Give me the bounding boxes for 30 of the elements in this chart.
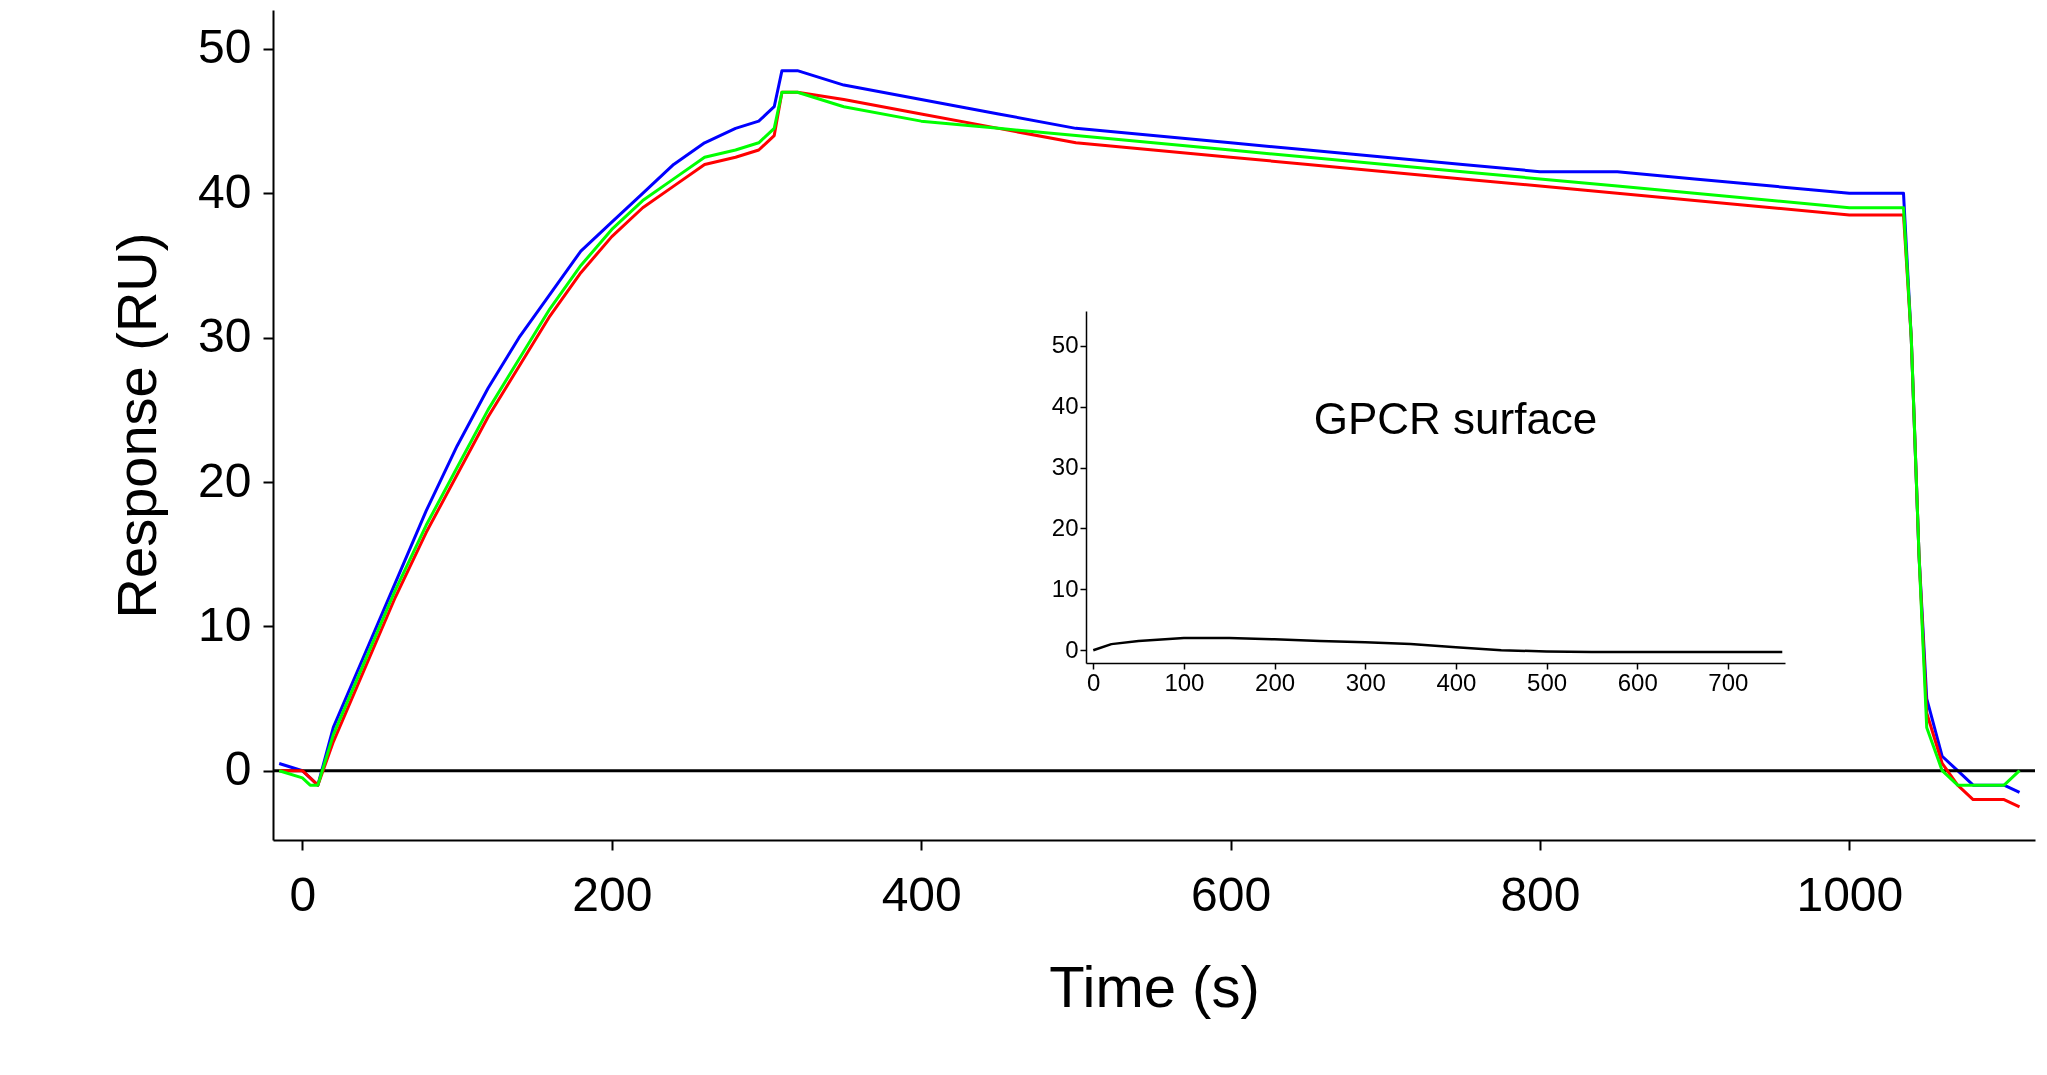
x-tick-label: 200 bbox=[1255, 668, 1296, 696]
annotation: GPCR surface bbox=[1313, 394, 1598, 443]
x-tick-label: 800 bbox=[1500, 867, 1581, 921]
x-tick-label: 100 bbox=[1164, 668, 1205, 696]
y-axis-title: Response (RU) bbox=[105, 232, 169, 619]
x-tick-label: 600 bbox=[1617, 668, 1658, 696]
y-tick-label: 20 bbox=[1051, 513, 1079, 541]
x-axis-title: Time (s) bbox=[1049, 953, 1260, 1019]
x-tick-label: 400 bbox=[1436, 668, 1477, 696]
x-tick-label: 700 bbox=[1708, 668, 1749, 696]
y-tick-label: 0 bbox=[1065, 635, 1079, 663]
x-tick-label: 0 bbox=[1087, 668, 1101, 696]
x-tick-label: 400 bbox=[881, 867, 962, 921]
y-tick-label: 40 bbox=[1051, 392, 1079, 420]
x-tick-label: 600 bbox=[1191, 867, 1272, 921]
line-series bbox=[1092, 636, 1784, 654]
y-tick-label: 50 bbox=[198, 20, 252, 74]
y-tick-label: 0 bbox=[224, 742, 252, 796]
x-tick-label: 500 bbox=[1527, 668, 1568, 696]
x-tick-label: 200 bbox=[572, 867, 653, 921]
y-tick-label: 30 bbox=[1051, 453, 1079, 481]
y-tick-label: 40 bbox=[198, 164, 252, 218]
x-tick-label: 1000 bbox=[1796, 867, 1904, 921]
y-tick-label: 10 bbox=[1051, 574, 1079, 602]
y-tick-label: 30 bbox=[198, 309, 252, 363]
x-tick-label: 0 bbox=[289, 867, 317, 921]
y-tick-label: 10 bbox=[198, 597, 252, 651]
x-tick-label: 300 bbox=[1345, 668, 1386, 696]
y-tick-label: 50 bbox=[1051, 331, 1079, 359]
y-tick-label: 20 bbox=[198, 453, 252, 507]
